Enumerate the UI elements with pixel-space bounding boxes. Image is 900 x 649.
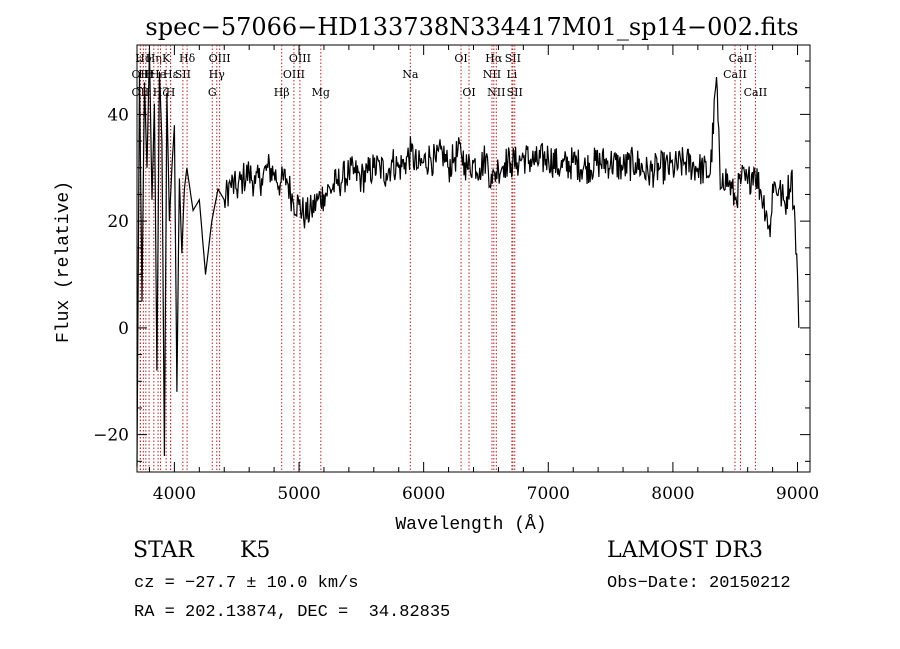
y-tick-label-0: −20 — [93, 426, 129, 446]
plot-frame — [136, 44, 811, 473]
x-tick-label-2: 6000 — [402, 484, 445, 504]
x-tick-label-3: 7000 — [527, 484, 570, 504]
line-label-19: Mg — [312, 86, 330, 99]
ra-dec: RA = 202.13874, DEC = 34.82835 — [134, 603, 451, 622]
line-label-14: Hγ — [209, 68, 226, 81]
line-label-18: OIII — [289, 52, 311, 65]
line-label-25: NII — [487, 86, 505, 99]
flux-series-line — [136, 50, 800, 467]
y-axis-ticks: −20 0 20 40 — [93, 60, 810, 462]
y-tick-label-1: 0 — [118, 319, 129, 339]
line-label-24: Hα — [485, 52, 503, 65]
x-tick-label-5: 9000 — [776, 484, 819, 504]
x-tick-label-1: 5000 — [277, 484, 320, 504]
object-class: STAR — [133, 538, 194, 563]
redshift-cz: cz = −27.7 ± 10.0 km/s — [134, 574, 359, 593]
y-tick-label-2: 20 — [107, 212, 129, 232]
object-subclass: K5 — [240, 538, 271, 563]
line-label-16: Hβ — [274, 86, 290, 99]
line-label-5: Hη — [146, 52, 162, 65]
x-tick-label-0: 4000 — [153, 484, 196, 504]
line-label-21: OI — [454, 52, 467, 65]
line-label-20: Na — [402, 68, 419, 81]
line-label-30: CaII — [729, 52, 753, 65]
line-label-22: OI — [462, 86, 475, 99]
line-label-15: OIII — [209, 52, 231, 65]
line-label-11: SII — [175, 68, 191, 81]
line-label-27: SII — [505, 52, 521, 65]
x-axis-label: Wavelength (Å) — [395, 514, 546, 535]
line-label-31: CaII — [744, 86, 768, 99]
line-label-6: He — [150, 68, 166, 81]
survey-name: LAMOST DR3 — [607, 538, 763, 563]
line-label-12: Hδ — [179, 52, 196, 65]
obs-date: Obs−Date: 20150212 — [607, 574, 791, 593]
x-axis-ticks: 4000 5000 6000 7000 8000 9000 — [148, 45, 819, 504]
x-tick-label-4: 8000 — [651, 484, 694, 504]
line-label-9: H — [166, 86, 176, 99]
y-tick-label-3: 40 — [107, 105, 129, 125]
line-label-26: Li — [506, 68, 517, 81]
line-label-13: G — [208, 86, 217, 99]
y-axis-label: Flux (relative) — [54, 181, 74, 343]
line-label-23: NII — [483, 68, 501, 81]
chart-title: spec−57066−HD133738N334417M01_sp14−002.f… — [145, 13, 798, 41]
spectral-line-markers: OIIOIIHoHrHHηHeHζKHHεSIIHδGHγOIIIHβOIIIO… — [132, 45, 768, 472]
line-label-17: OIII — [283, 68, 305, 81]
line-label-29: CaII — [723, 68, 747, 81]
line-label-28: SII — [507, 86, 523, 99]
line-label-8: K — [162, 52, 171, 65]
line-label-10: Hε — [163, 68, 179, 81]
line-label-2: Ho — [135, 52, 152, 65]
